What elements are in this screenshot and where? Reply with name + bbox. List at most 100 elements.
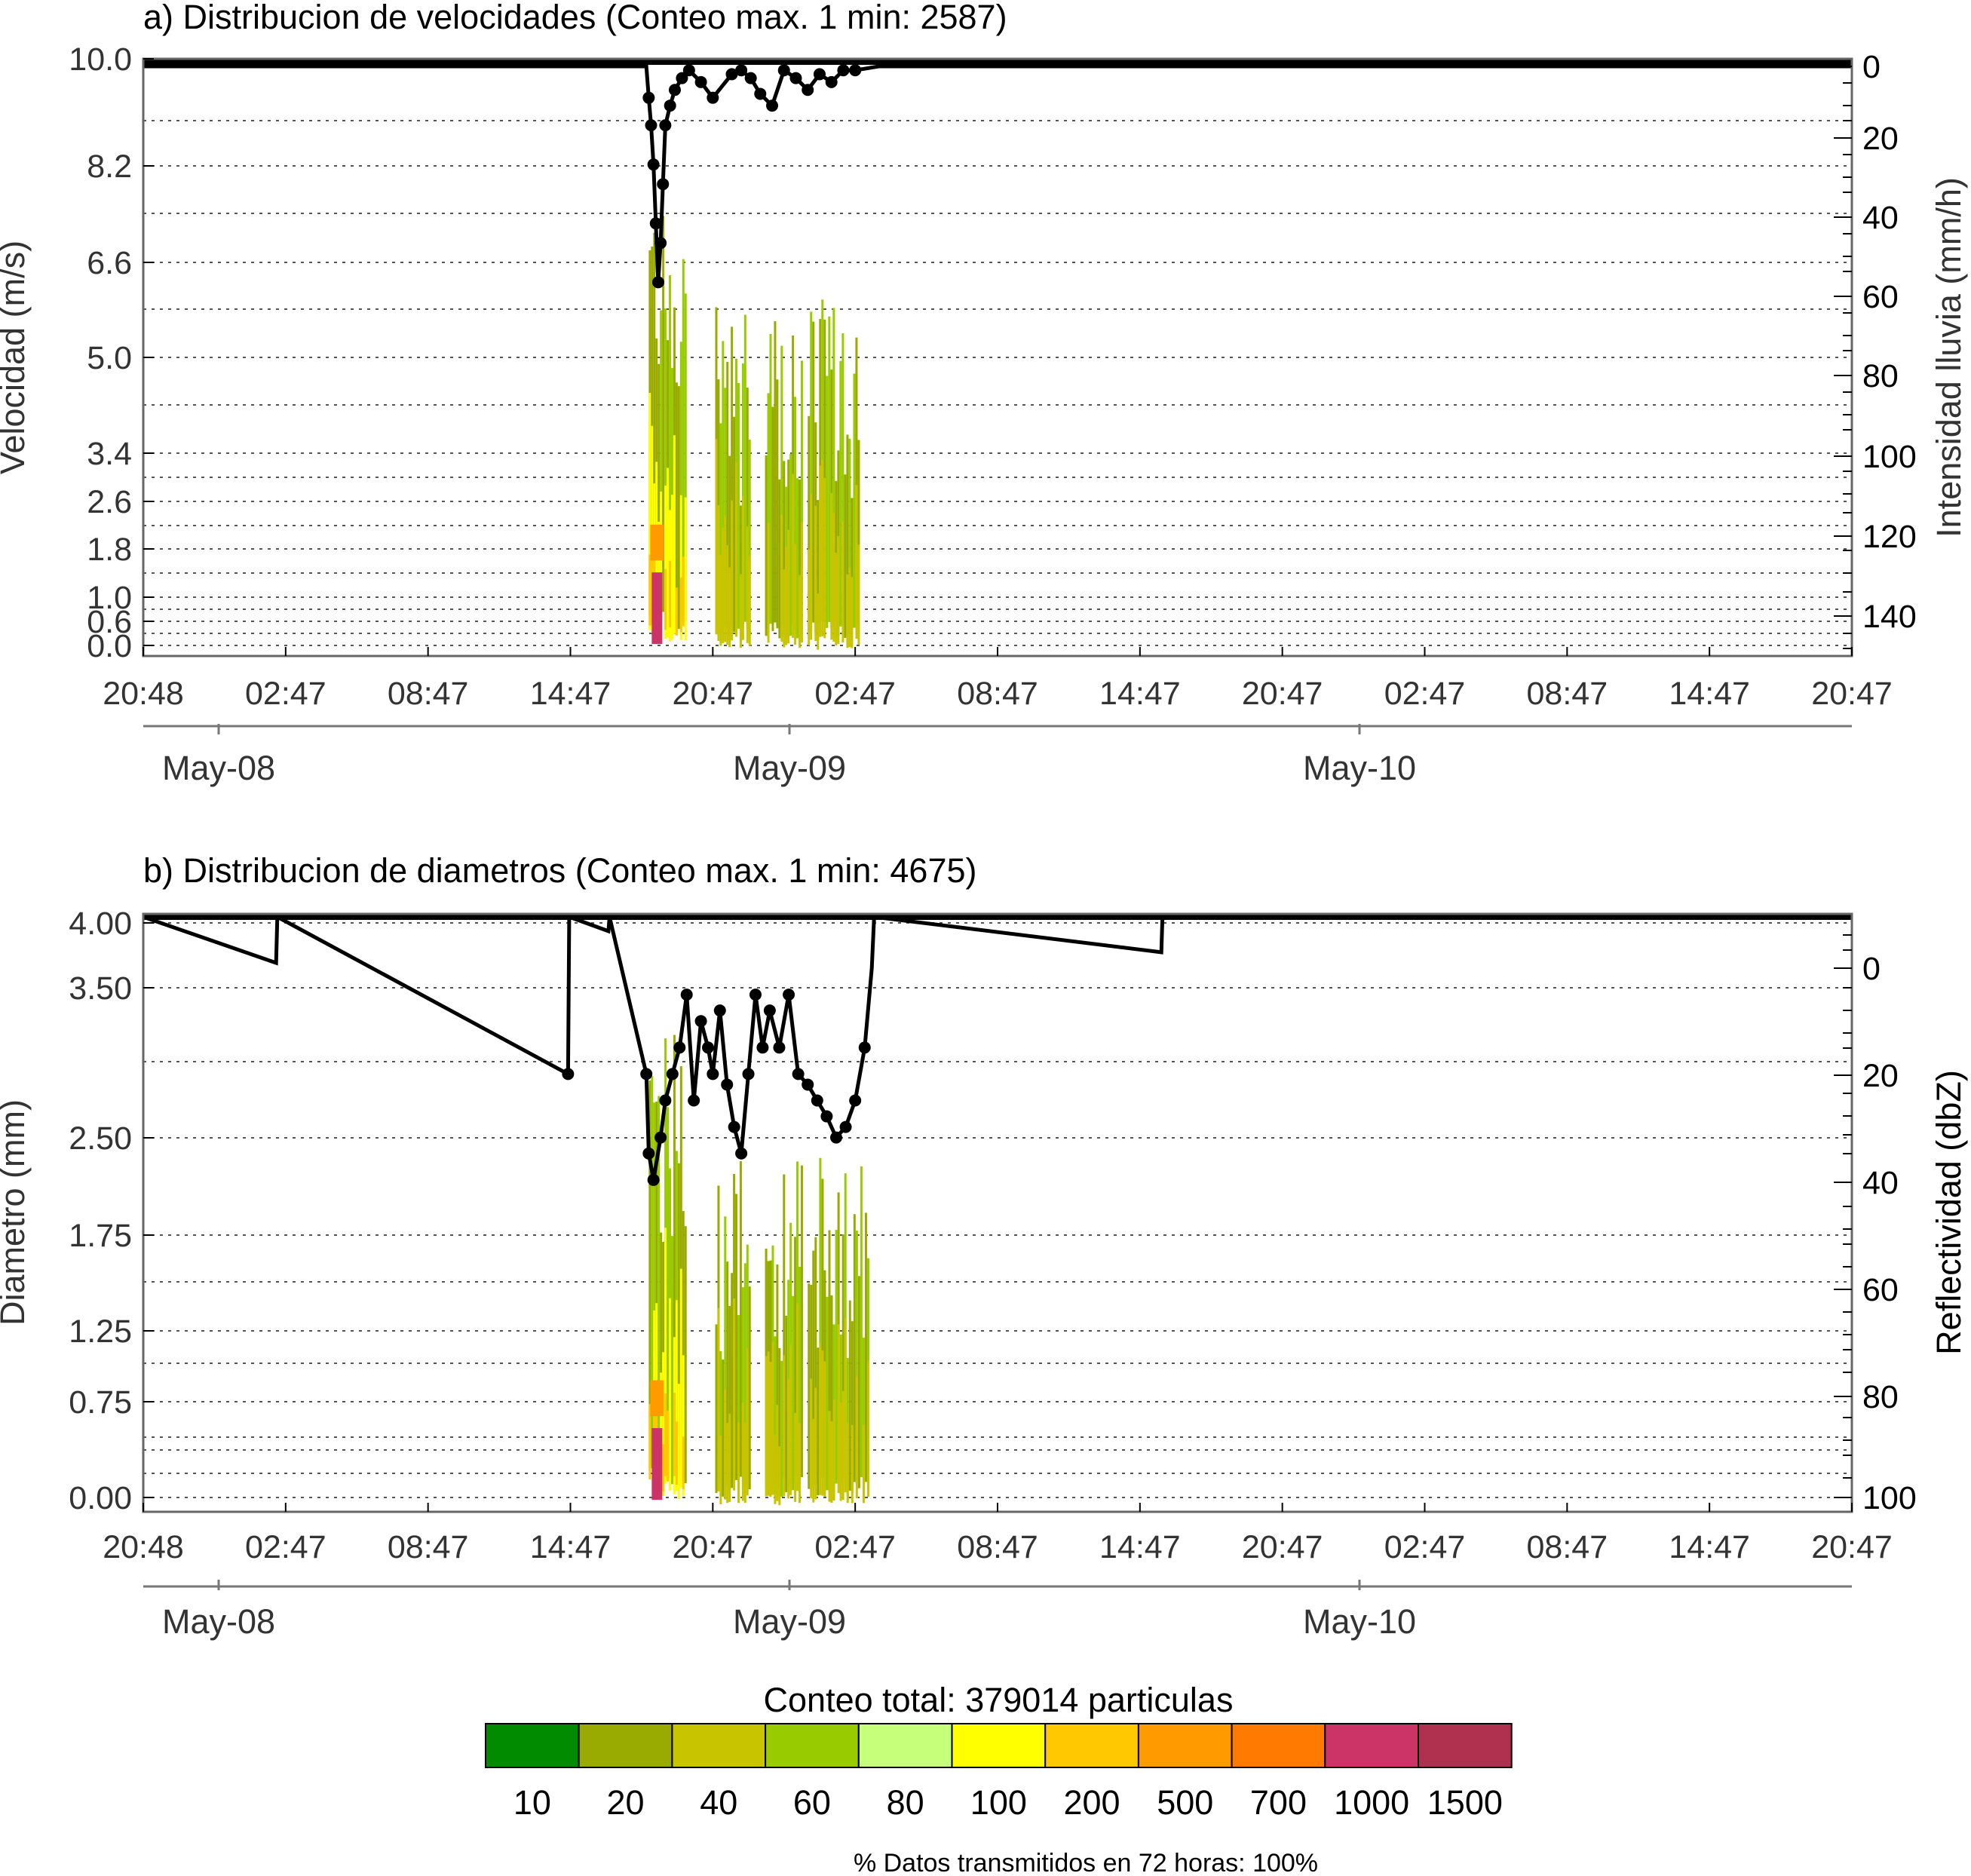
- panel-b-y-label: Diametro (mm): [0, 1099, 32, 1326]
- density-peak: [651, 572, 663, 645]
- colorbar-label: 10: [513, 1783, 551, 1822]
- density-streak: [785, 1315, 788, 1492]
- density-streak: [830, 1421, 833, 1503]
- colorbar-cell: [1231, 1723, 1326, 1768]
- density-streak: [675, 1300, 678, 1491]
- density-streak: [673, 435, 676, 634]
- overlay-point: [645, 119, 658, 132]
- density-streak: [728, 567, 731, 648]
- overlay-point: [789, 72, 802, 84]
- density-streak: [828, 1411, 831, 1502]
- right-tick-label: 80: [1862, 358, 1899, 394]
- density-streak: [794, 1412, 797, 1502]
- density-streak: [862, 1337, 865, 1494]
- right-tick-label: 100: [1862, 1480, 1917, 1516]
- density-streak: [717, 1307, 720, 1491]
- density-streak: [724, 388, 727, 630]
- colorbar-label: 20: [607, 1783, 645, 1822]
- density-streak: [662, 1444, 665, 1492]
- density-streak: [684, 497, 687, 640]
- overlay-point: [825, 75, 838, 88]
- y-tick-label: 6.6: [87, 245, 132, 281]
- overlay-point: [829, 1131, 842, 1144]
- right-tick-label: 0: [1862, 49, 1881, 85]
- density-peak: [650, 524, 664, 561]
- density-streak: [667, 1107, 670, 1472]
- x-tick-label: 08:47: [957, 676, 1038, 712]
- y-tick-label: 2.6: [87, 484, 132, 520]
- density-streak: [789, 1344, 792, 1495]
- density-streak: [648, 554, 651, 626]
- colorbar-label: 80: [887, 1783, 924, 1822]
- density-streak: [717, 505, 720, 642]
- density-cluster: [808, 299, 860, 650]
- density-streak: [682, 259, 685, 617]
- y-tick-label: 5.0: [87, 340, 132, 376]
- density-streak: [746, 526, 749, 643]
- density-streak: [719, 1350, 722, 1496]
- density-streak: [667, 1410, 670, 1482]
- overlay-point: [707, 91, 719, 104]
- density-streak: [848, 438, 851, 635]
- overlay-point: [749, 989, 762, 1001]
- overlay-baseline: [143, 59, 1852, 65]
- density-streak: [664, 308, 667, 621]
- y-tick-label: 0.6: [87, 604, 132, 640]
- x-tick-label: 20:48: [103, 1529, 184, 1565]
- colorbar-label: 1500: [1427, 1783, 1503, 1822]
- density-streak: [769, 1362, 772, 1497]
- panel-b-right-ticks: 0 20 40 60 80 100: [1834, 934, 1917, 1516]
- panel-b-gridlines: [143, 922, 1852, 1498]
- overlay-point: [664, 100, 676, 112]
- density-streak: [846, 434, 849, 634]
- density-streak: [837, 1324, 840, 1494]
- density-streak: [783, 1355, 786, 1497]
- density-streak: [780, 1360, 783, 1497]
- density-streak: [739, 574, 742, 648]
- density-streak: [669, 560, 672, 628]
- density-streak: [675, 587, 678, 636]
- density-streak: [722, 1359, 725, 1497]
- density-streak: [717, 379, 720, 629]
- overlay-point: [707, 1068, 719, 1081]
- density-streak: [662, 1352, 665, 1496]
- density-streak: [853, 373, 856, 628]
- density-streak: [783, 461, 786, 637]
- density-cluster: [648, 1035, 687, 1500]
- date-label: May-08: [162, 1602, 275, 1641]
- density-streak: [653, 1102, 656, 1471]
- density-streak: [655, 1101, 658, 1471]
- density-streak: [780, 514, 783, 642]
- colorbar-cell: [671, 1723, 767, 1768]
- overlay-point: [721, 1078, 734, 1091]
- density-streak: [823, 477, 826, 639]
- colorbar-cell: [857, 1723, 953, 1768]
- x-tick-label: 02:47: [245, 1529, 326, 1565]
- panel-b-title: b) Distribucion de diametros (Conteo max…: [143, 851, 977, 890]
- footer-note: % Datos transmitidos en 72 horas: 100%: [854, 1849, 1318, 1876]
- x-tick-label: 20:47: [1242, 1529, 1323, 1565]
- y-tick-label: 1.75: [69, 1218, 132, 1254]
- density-streak: [823, 319, 826, 623]
- density-streak: [844, 1317, 847, 1493]
- density-streak: [810, 1378, 813, 1499]
- density-streak: [722, 341, 725, 625]
- density-streak: [817, 1347, 820, 1496]
- panel-a-gridlines: [143, 58, 1852, 646]
- density-streak: [814, 1387, 817, 1500]
- y-tick-label: 10.0: [69, 41, 132, 78]
- y-tick-label: 3.50: [69, 970, 132, 1007]
- density-streak: [774, 321, 777, 623]
- overlay-point: [849, 64, 862, 77]
- overlay-point: [666, 1068, 679, 1081]
- right-tick-label: 20: [1862, 1058, 1899, 1094]
- density-streak: [739, 1160, 742, 1477]
- overlay-point: [754, 87, 767, 100]
- colorbar-label: 700: [1250, 1783, 1307, 1822]
- density-streak: [851, 498, 854, 641]
- density-streak: [653, 232, 656, 614]
- right-tick-label: 140: [1862, 599, 1917, 635]
- overlay-point: [725, 68, 738, 81]
- density-streak: [780, 345, 783, 625]
